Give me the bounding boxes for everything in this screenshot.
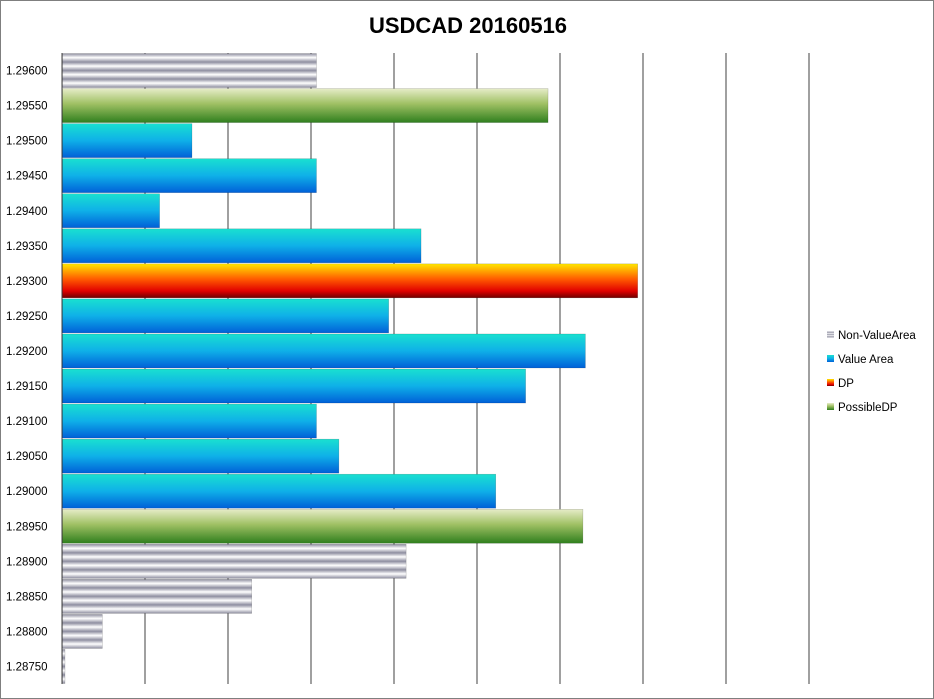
y-tick-label: 1.29500 bbox=[6, 136, 48, 148]
bar-value-area-1-29100 bbox=[62, 403, 317, 439]
bar-value-area-1-29250 bbox=[62, 298, 389, 334]
bar-value-area-1-29500 bbox=[62, 123, 193, 158]
bar-value-area-1-29000 bbox=[62, 473, 497, 509]
y-tick-label: 1.29300 bbox=[6, 276, 48, 288]
y-tick-label: 1.29400 bbox=[6, 206, 48, 218]
y-tick-label: 1.29200 bbox=[6, 346, 48, 358]
y-tick-label: 1.29450 bbox=[6, 171, 48, 183]
bar-value-area-1-29150 bbox=[62, 368, 526, 404]
legend-swatch-non-valuearea bbox=[827, 331, 834, 338]
legend-label-dp: DP bbox=[838, 378, 854, 390]
bar-dp-1-29300 bbox=[62, 263, 638, 299]
y-tick-label: 1.29150 bbox=[6, 381, 48, 393]
chart-title: USDCAD 20160516 bbox=[368, 13, 568, 38]
y-tick-label: 1.29350 bbox=[6, 241, 48, 253]
bar-value-area-1-29200 bbox=[62, 333, 586, 369]
y-tick-label: 1.28800 bbox=[6, 626, 48, 638]
bar-non-valuearea-1-28850 bbox=[62, 579, 252, 614]
y-tick-label: 1.28950 bbox=[6, 521, 48, 533]
y-tick-label: 1.28850 bbox=[6, 591, 48, 603]
y-tick-label: 1.29100 bbox=[6, 416, 48, 428]
bar-non-valuearea-1-29600 bbox=[62, 53, 317, 88]
bar-non-valuearea-1-28750 bbox=[62, 649, 66, 684]
y-tick-label: 1.29550 bbox=[6, 101, 48, 113]
bar-non-valuearea-1-28900 bbox=[62, 544, 407, 579]
y-tick-label: 1.29050 bbox=[6, 451, 48, 463]
y-tick-label: 1.28750 bbox=[6, 661, 48, 673]
y-tick-label: 1.29000 bbox=[6, 486, 48, 498]
bar-possibledp-1-29550 bbox=[62, 88, 549, 123]
bar-value-area-1-29350 bbox=[62, 228, 422, 264]
y-tick-label: 1.29600 bbox=[6, 66, 48, 78]
legend-label-non-valuearea: Non-ValueArea bbox=[838, 330, 916, 342]
legend-label-value-area: Value Area bbox=[838, 354, 894, 366]
legend-swatch-dp bbox=[827, 379, 834, 386]
legend-swatch-possibledp bbox=[827, 403, 834, 410]
bar-value-area-1-29400 bbox=[62, 193, 160, 228]
legend-label-possibledp: PossibleDP bbox=[838, 402, 898, 414]
y-tick-label: 1.29250 bbox=[6, 311, 48, 323]
bar-possibledp-1-28950 bbox=[62, 509, 584, 544]
legend-swatch-value-area bbox=[827, 355, 834, 362]
y-tick-label: 1.28900 bbox=[6, 556, 48, 568]
bar-value-area-1-29450 bbox=[62, 158, 317, 193]
bar-value-area-1-29050 bbox=[62, 438, 340, 474]
bar-non-valuearea-1-28800 bbox=[62, 614, 103, 649]
